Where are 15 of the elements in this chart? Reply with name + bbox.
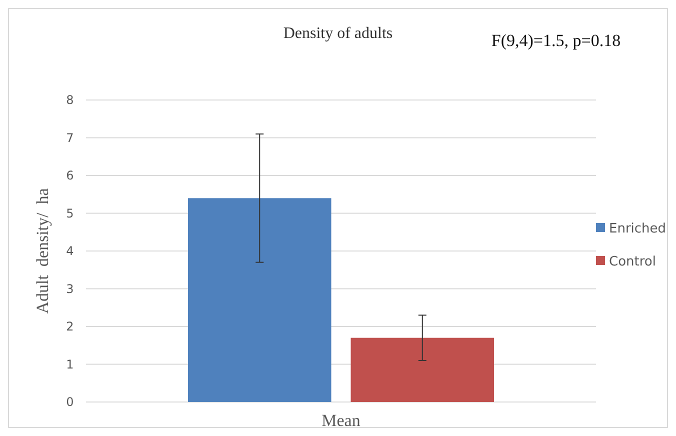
y-tick-label: 1: [66, 357, 74, 372]
y-tick-label: 5: [66, 206, 74, 220]
y-axis-title: Adult density/ ha: [33, 188, 52, 314]
y-tick-label: 4: [66, 244, 74, 258]
y-tick-label: 0: [66, 395, 74, 410]
legend-label: Control: [609, 254, 656, 270]
chart-title: Density of adults: [283, 25, 393, 42]
y-tick-label: 8: [66, 93, 74, 108]
x-tick-label: Mean: [322, 411, 361, 430]
legend-label: Enriched: [609, 222, 666, 237]
y-tick-label: 7: [66, 130, 74, 145]
y-tick-label: 6: [66, 168, 74, 183]
y-tick-label: 2: [66, 320, 74, 334]
y-tick-label: 3: [66, 282, 74, 296]
text: F(9,4)=1.5, p=0.18: [491, 31, 621, 50]
